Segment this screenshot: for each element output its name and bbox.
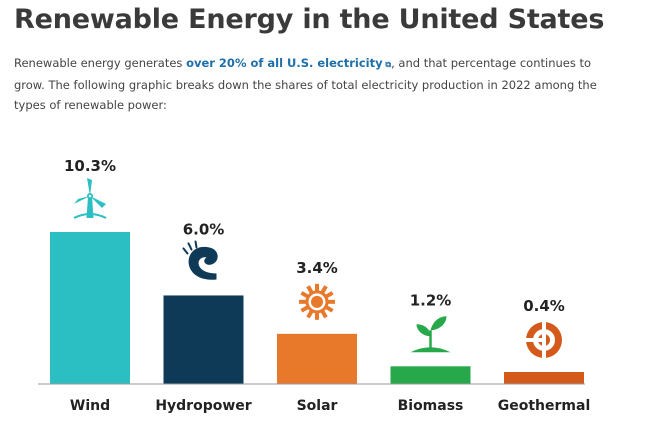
external-link-icon: ⧉: [382, 60, 392, 69]
category-label-biomass: Biomass: [398, 398, 464, 414]
bar-wind: [50, 232, 130, 384]
bars-group: [50, 232, 584, 384]
electricity-share-link-text[interactable]: over 20% of all U.S. electricity: [186, 56, 383, 70]
wave-icon: [182, 240, 218, 280]
labels-group: 10.3% Wind 6.0% Hydropower 3.4% Solar 1.2% Biom…: [64, 157, 590, 414]
bar-solar: [277, 333, 357, 384]
value-label-geothermal: 0.4%: [523, 297, 565, 315]
electricity-share-link[interactable]: over 20% of all U.S. electricity ⧉: [186, 56, 391, 70]
icons-group: [73, 178, 562, 359]
value-label-hydropower: 6.0%: [183, 220, 225, 238]
bar-geothermal: [504, 372, 584, 384]
sun-icon: [299, 283, 335, 320]
bar-hydropower: [163, 295, 244, 384]
intro-paragraph: Renewable energy generates over 20% of a…: [14, 53, 624, 115]
intro-text-before: Renewable energy generates: [14, 56, 187, 70]
category-label-solar: Solar: [297, 398, 338, 414]
category-label-geothermal: Geothermal: [498, 398, 591, 414]
geothermal-icon: [525, 321, 562, 359]
bar-biomass: [390, 366, 471, 384]
wind-turbine-icon: [73, 178, 107, 219]
category-label-hydropower: Hydropower: [155, 398, 251, 414]
intro-text-after: , and that percentage continues to grow.…: [14, 56, 597, 112]
sprout-icon: [410, 316, 451, 353]
category-label-wind: Wind: [70, 398, 110, 414]
value-label-solar: 3.4%: [296, 259, 338, 277]
value-label-biomass: 1.2%: [410, 291, 452, 309]
page-title: Renewable Energy in the United States: [14, 4, 605, 35]
value-label-wind: 10.3%: [64, 157, 116, 175]
